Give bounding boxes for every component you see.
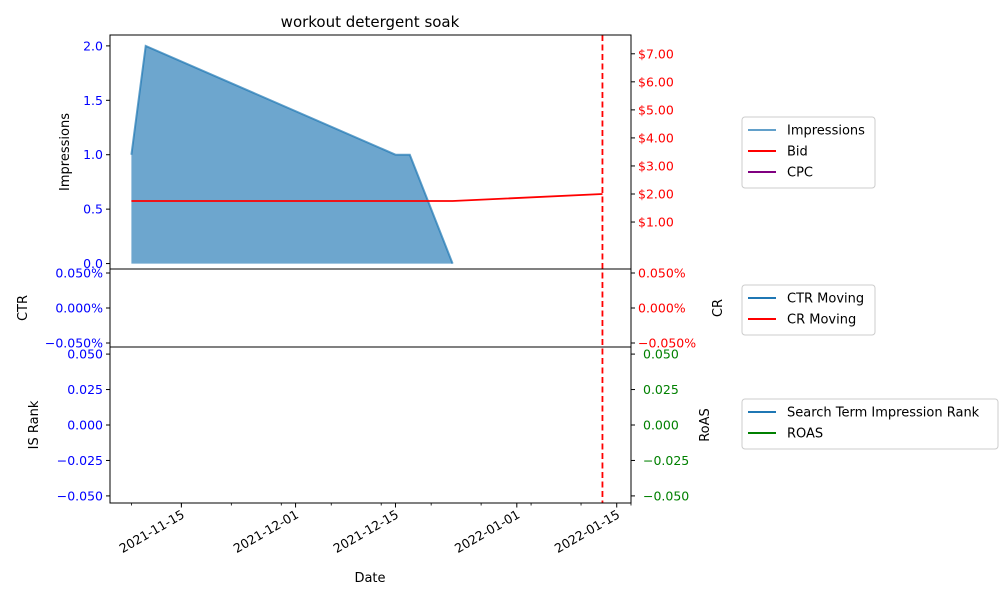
legend-box <box>741 116 876 189</box>
x-tick-label: 2021-12-15 <box>331 507 401 556</box>
legend-bottom: Search Term Impression Rank ROAS <box>741 398 999 450</box>
y-right-tick-label: $4.00 <box>638 130 674 145</box>
y-left-tick-label: 2.0 <box>83 38 103 53</box>
x-tick-label: 2022-01-15 <box>552 507 622 556</box>
y-left-tick-label: 0.000 <box>67 418 103 433</box>
y-right-tick-label: $6.00 <box>638 74 674 89</box>
y-left-axis-label: Impressions <box>58 113 73 191</box>
axes-frame <box>109 268 632 348</box>
x-tick-label: 2021-12-01 <box>231 507 301 556</box>
legend-label: ROAS <box>787 427 823 442</box>
y-left-tick-label: −0.025 <box>57 453 103 468</box>
y-left-tick-label: 0.5 <box>83 202 103 217</box>
y-right-tick-label: $1.00 <box>638 215 674 230</box>
y-left-tick-label: 0.050% <box>55 266 103 281</box>
y-right-axis-label: CR <box>711 299 726 317</box>
y-left-tick-label: 0.000% <box>55 301 103 316</box>
impressions-area <box>131 45 453 264</box>
y-left-tick-label: 0.025 <box>67 382 103 397</box>
y-right-tick-label: −0.025 <box>643 453 689 468</box>
y-left-tick-label: 0.050 <box>67 347 103 362</box>
y-left-tick-label: −0.050 <box>57 488 103 503</box>
legend-label: Search Term Impression Rank <box>787 406 980 421</box>
axes-frame <box>109 346 632 504</box>
y-right-tick-label: 0.050% <box>638 266 686 281</box>
y-right-tick-label: 0.000 <box>643 418 679 433</box>
x-axis-label: Date <box>354 571 385 586</box>
y-right-tick-label: 0.000% <box>638 301 686 316</box>
x-tick-label: 2021-11-15 <box>116 507 186 556</box>
legend-top: Impressions Bid CPC <box>741 116 876 189</box>
y-right-tick-label: −0.050 <box>643 488 689 503</box>
legend-label: CPC <box>787 166 813 181</box>
legends: Impressions Bid CPC CTR Moving CR Moving Sear… <box>741 116 999 450</box>
legend-label: Impressions <box>787 124 865 139</box>
y-right-tick-label: $2.00 <box>638 186 674 201</box>
y-left-tick-label: 0.0 <box>83 256 103 271</box>
legend-label: CTR Moving <box>787 292 864 307</box>
y-right-tick-label: 0.050 <box>643 347 679 362</box>
y-left-axis-label: CTR <box>16 295 31 321</box>
plot-layers: 0.0 0.5 1.0 1.5 2.0 $1.00 $2.00 $3.00 $4.00 $5.00… <box>16 34 726 556</box>
x-tick-label: 2022-01-01 <box>452 507 522 556</box>
y-left-axis-label: IS Rank <box>27 400 42 449</box>
y-left-tick-label: −0.050% <box>45 336 103 351</box>
legend-label: CR Moving <box>787 313 856 328</box>
legend-middle: CTR Moving CR Moving <box>741 284 876 336</box>
y-right-tick-label: 0.025 <box>643 382 679 397</box>
y-right-tick-label: −0.050% <box>638 336 696 351</box>
chart-title: workout detergent soak <box>281 13 460 31</box>
y-left-tick-label: 1.5 <box>83 93 103 108</box>
y-right-tick-label: $7.00 <box>638 46 674 61</box>
y-right-axis-label: RoAS <box>698 408 713 442</box>
y-right-tick-label: $3.00 <box>638 158 674 173</box>
y-left-tick-label: 1.0 <box>83 147 103 162</box>
legend-box <box>741 398 999 450</box>
legend-label: Bid <box>787 145 808 160</box>
y-right-tick-label: $5.00 <box>638 102 674 117</box>
